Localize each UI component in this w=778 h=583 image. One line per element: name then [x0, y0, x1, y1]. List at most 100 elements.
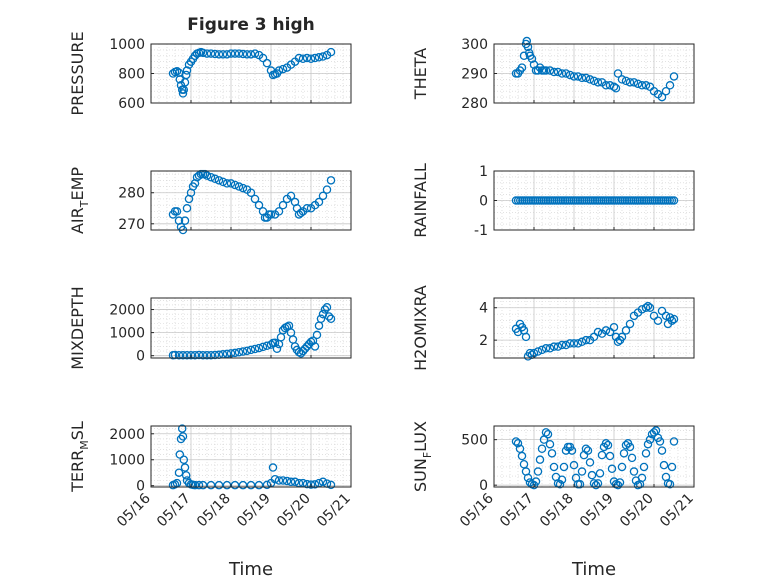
airtemp-data-point	[230, 180, 240, 190]
sunflux-data-point	[625, 442, 635, 452]
airtemp-data-point	[278, 200, 288, 210]
airtemp-data-point	[234, 182, 244, 191]
rainfall-ytick-label: 1	[479, 164, 488, 180]
pressure-data-point	[206, 49, 216, 58]
pressure-data-point	[202, 49, 212, 58]
h2omixra-data-point	[549, 342, 559, 351]
h2omixra-data-point	[525, 348, 535, 358]
pressure-data-point	[181, 70, 191, 80]
sunflux-data-point	[545, 439, 555, 449]
pressure-data-point	[222, 50, 232, 59]
theta-ytick-label: 300	[461, 37, 488, 53]
terrmsl-data-point	[306, 480, 316, 489]
terrmsl-data-point	[286, 477, 296, 487]
airtemp-ylabel-tail: EMP	[68, 167, 87, 201]
subplot-rainfall: -1 0 1 RAINFALL	[411, 163, 695, 239]
mixdepth-data-point	[174, 350, 184, 360]
airtemp-data-point	[226, 179, 236, 188]
mixdepth-data-point	[316, 314, 326, 324]
mixdepth-data-point	[312, 330, 322, 340]
h2omixra-data-point	[667, 316, 677, 325]
mixdepth-data-point	[178, 350, 188, 360]
airtemp-data-point	[210, 174, 220, 184]
h2omixra-data-point	[541, 344, 551, 353]
terrmsl-ytick-label: 0	[136, 479, 145, 495]
theta-data-point	[517, 63, 527, 72]
terrmsl-data-point	[198, 480, 208, 490]
airtemp-data-point	[206, 172, 216, 182]
terrmsl-data-point	[176, 434, 186, 444]
terrmsl-data-point	[238, 480, 248, 490]
h2omixra-data-point	[617, 332, 627, 342]
sunflux-data-point	[559, 462, 569, 472]
theta-data-point	[561, 69, 571, 78]
h2omixra-data-point	[561, 340, 571, 350]
mixdepth-data-point	[194, 350, 204, 360]
mixdepth-data-point	[254, 343, 264, 353]
sunflux-data-point	[617, 462, 627, 472]
h2omixra-data-point	[661, 311, 671, 321]
sunflux-data-point	[523, 473, 533, 483]
theta-data-point	[585, 75, 595, 84]
terrmsl-data-point	[194, 480, 204, 490]
mixdepth-data-point	[186, 350, 196, 360]
theta-data-point	[609, 82, 619, 92]
mixdepth-data-point	[210, 350, 220, 360]
airtemp-ytick-label: 280	[118, 186, 145, 202]
sunflux-data-point	[547, 449, 557, 458]
terrmsl-ylabel: TERRMSL	[68, 421, 91, 493]
sunflux-data-point	[569, 460, 579, 470]
sunflux-data-point	[645, 435, 655, 444]
rainfall-data-point	[669, 196, 679, 205]
airtemp-data-point	[266, 210, 276, 219]
mixdepth-data-point	[308, 336, 318, 345]
mixdepth-data-point	[206, 350, 216, 360]
sunflux-data-point	[541, 428, 551, 437]
sunflux-data-point	[591, 480, 601, 490]
terrmsl-data-point	[290, 477, 300, 487]
theta-data-point	[621, 76, 631, 86]
pressure-data-point	[298, 54, 308, 64]
pressure-data-point	[218, 50, 228, 59]
terrmsl-data-point	[326, 480, 336, 490]
sunflux-data-point	[567, 446, 577, 455]
sunflux-data-point	[643, 439, 653, 449]
pressure-ytick-label: 600	[118, 96, 145, 112]
h2omixra-data-point	[643, 301, 653, 311]
terrmsl-data-point	[270, 474, 280, 484]
terrmsl-data-point	[254, 480, 264, 490]
h2omixra-ylabel-main: H2OMIXRA	[411, 285, 430, 371]
theta-data-point	[581, 73, 591, 83]
mixdepth-data-point	[242, 346, 252, 356]
sunflux-data-point	[621, 440, 631, 450]
mixdepth-data-point	[310, 342, 320, 351]
sunflux-data-point	[531, 477, 541, 486]
h2omixra-data-point	[545, 344, 555, 353]
sunflux-data-point	[665, 480, 675, 489]
terrmsl-data-point	[179, 455, 189, 464]
subplot-theta: 280 290 300 THETA	[411, 36, 695, 112]
theta-data-point	[549, 67, 559, 77]
airtemp-data-point	[296, 208, 306, 218]
theta-data-point	[569, 72, 579, 81]
sunflux-data-point	[627, 453, 637, 463]
h2omixra-data-point	[537, 345, 547, 355]
h2omixra-data-point	[645, 303, 655, 312]
airtemp-data-point	[322, 185, 332, 194]
h2omixra-data-point	[621, 326, 631, 335]
terrmsl-data-point	[214, 480, 224, 490]
mixdepth-data-point	[258, 342, 268, 352]
h2omixra-data-point	[653, 316, 663, 325]
mixdepth-data-point	[170, 350, 180, 360]
mixdepth-ytick-label: 1000	[109, 326, 145, 342]
sunflux-data-point	[543, 429, 553, 439]
terrmsl-data-point	[278, 476, 288, 485]
mixdepth-data-point	[234, 347, 244, 357]
pressure-data-point	[258, 53, 268, 63]
sunflux-data-point	[581, 444, 591, 454]
pressure-data-point	[238, 49, 248, 59]
h2omixra-data-point	[553, 342, 563, 351]
airtemp-ylabel-subscript: T	[78, 200, 91, 208]
rainfall-ylabel: RAINFALL	[411, 163, 430, 238]
sunflux-data-point	[583, 446, 593, 455]
